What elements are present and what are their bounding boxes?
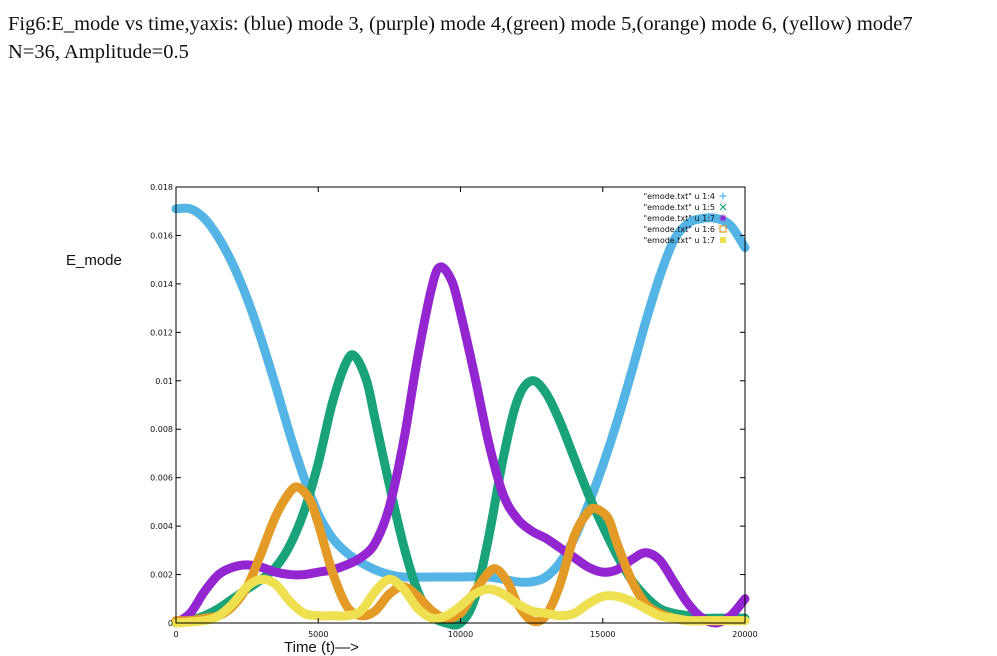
y-tick-label: 0.002 xyxy=(150,571,173,580)
y-tick-label: 0.01 xyxy=(155,377,173,386)
y-tick-label: 0.008 xyxy=(150,425,173,434)
series-line-2 xyxy=(171,350,750,630)
y-tick-label: 0.016 xyxy=(150,231,173,240)
x-axis-label: Time (t)—> xyxy=(284,639,359,656)
legend-label: "emode.txt" u 1:4 xyxy=(643,192,715,201)
y-tick-label: 0.006 xyxy=(150,474,173,483)
x-tick-label: 20000 xyxy=(732,630,757,639)
y-tick-label: 0.012 xyxy=(150,328,173,337)
legend-marker-asterisk xyxy=(719,214,727,222)
x-tick-label: 0 xyxy=(173,630,178,639)
series-line-5 xyxy=(171,574,750,628)
caption-line-2: N=36, Amplitude=0.5 xyxy=(8,41,189,63)
series-line-1 xyxy=(171,203,750,587)
legend-marker-plus xyxy=(719,192,727,200)
y-tick-label: 0.014 xyxy=(150,280,173,289)
legend-marker-square-filled xyxy=(720,237,726,243)
legend-marker-square-open xyxy=(719,225,727,233)
caption-line-1: Fig6:E_mode vs time,yaxis: (blue) mode 3… xyxy=(8,13,913,35)
series-line-4 xyxy=(171,482,750,627)
series-layer xyxy=(171,203,750,630)
legend-label: "emode.txt" u 1:7 xyxy=(643,214,715,223)
y-axis-label: E_mode xyxy=(66,252,122,269)
legend-label: "emode.txt" u 1:7 xyxy=(643,236,715,245)
y-tick-label: 0 xyxy=(168,619,173,628)
legend-marker-cross xyxy=(719,203,727,211)
ticks-layer: 0 5000 10000 15000 20000 0 0.002 0.004 0.006 0.00… xyxy=(150,183,758,639)
legend-label: "emode.txt" u 1:5 xyxy=(643,203,715,212)
figure-caption: Fig6:E_mode vs time,yaxis: (blue) mode 3… xyxy=(8,10,993,66)
x-tick-label: 5000 xyxy=(308,630,328,639)
legend: "emode.txt" u 1:4 "emode.txt" u 1:5 "emode… xyxy=(643,192,727,245)
series-line-3 xyxy=(171,262,750,628)
x-tick-label: 10000 xyxy=(448,630,473,639)
legend-label: "emode.txt" u 1:6 xyxy=(643,225,715,234)
x-tick-label: 15000 xyxy=(590,630,615,639)
y-tick-label: 0.018 xyxy=(150,183,173,192)
y-tick-label: 0.004 xyxy=(150,522,173,531)
